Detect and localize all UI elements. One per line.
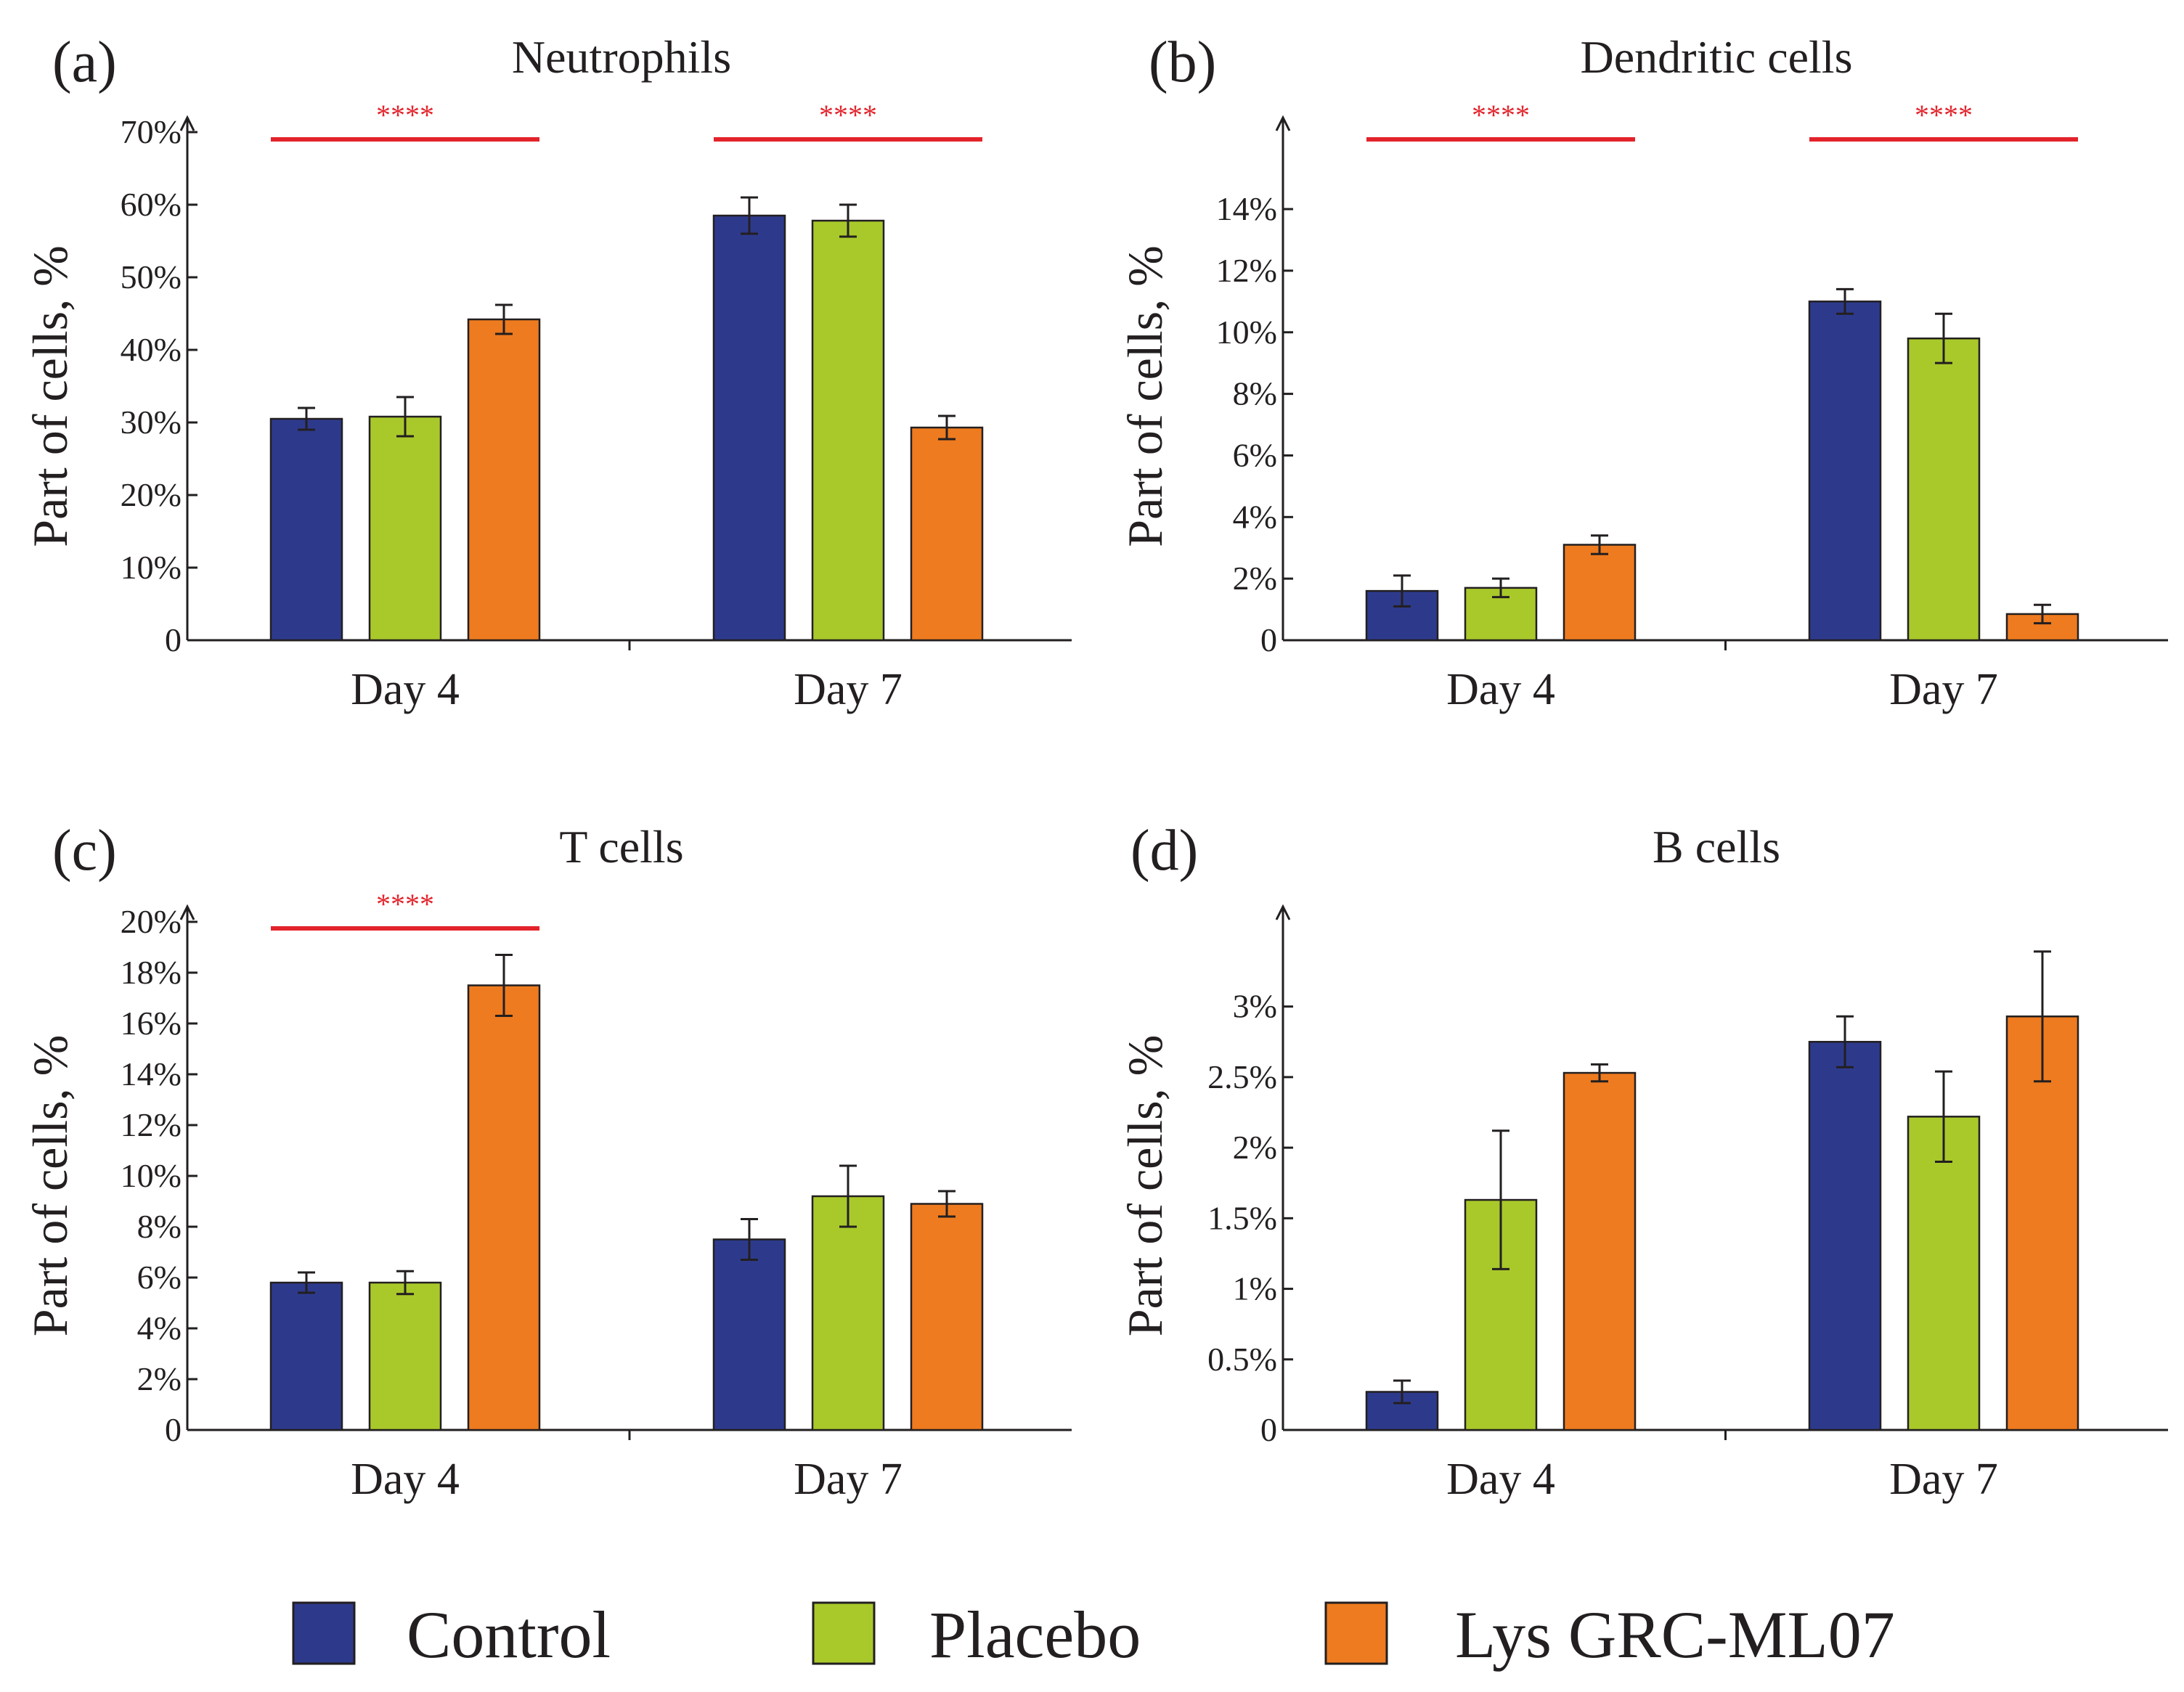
legend-swatch-control — [292, 1601, 356, 1665]
bar-control-day-7 — [712, 214, 786, 642]
x-tick-label: Day 7 — [1889, 665, 1998, 714]
legend-label-control: Control — [407, 1598, 611, 1672]
y-tick-label: 0 — [1260, 621, 1277, 658]
bar-control-day-7 — [1808, 1041, 1882, 1431]
bar-lys-day-4 — [1562, 544, 1637, 642]
y-tick-label: 8% — [1233, 375, 1277, 412]
bar-placebo-day-7 — [1907, 337, 1981, 642]
y-tick-label: 20% — [121, 476, 182, 513]
y-axis-arrow — [179, 904, 195, 920]
panel-label: (a) — [52, 30, 117, 94]
significance-stars: **** — [1472, 99, 1530, 131]
chart-panel-d: (d) B cells Part of cells, % 0 0.5% 1% 1.5% 2% 2… — [1117, 819, 2168, 1504]
y-tick-label: 50% — [121, 258, 182, 295]
chart-panel-c: (c) T cells Part of cells, % 0 2% 4% 6% 8% 10% 12… — [23, 819, 1072, 1504]
y-tick-label: 4% — [1233, 498, 1277, 535]
y-tick-label: 0 — [165, 621, 182, 658]
y-tick-label: 2% — [137, 1360, 182, 1397]
legend-label-placebo: Placebo — [929, 1598, 1141, 1672]
bar-control-day-4 — [269, 417, 343, 642]
bar-lys-day-4 — [1562, 1071, 1637, 1431]
y-tick-label: 14% — [1216, 190, 1277, 227]
bar-placebo-day-4 — [368, 415, 442, 642]
y-tick-label: 3% — [1233, 988, 1277, 1025]
legend-swatch-placebo — [812, 1601, 876, 1665]
bar-lys-day-7 — [910, 1203, 984, 1431]
y-tick-label: 16% — [121, 1005, 182, 1042]
significance-stars: **** — [819, 99, 877, 131]
significance-stars: **** — [376, 99, 434, 131]
x-tick-label: Day 4 — [351, 1455, 460, 1504]
y-tick-label: 12% — [121, 1106, 182, 1143]
bar-control-day-7 — [712, 1238, 786, 1431]
y-tick-label: 10% — [1216, 314, 1277, 351]
y-tick-label: 1.5% — [1207, 1199, 1277, 1236]
chart-panel-b: (b) Dendritic cells Part of cells, % 0 2% 4% 6… — [1117, 30, 2168, 714]
y-tick-label: 18% — [121, 954, 182, 991]
y-axis-label: Part of cells, % — [23, 1035, 78, 1336]
y-tick-label: 4% — [137, 1309, 182, 1346]
y-tick-label: 70% — [121, 113, 182, 150]
panel-label: (d) — [1130, 819, 1198, 883]
y-tick-label: 2% — [1233, 560, 1277, 597]
legend-swatch-lys — [1324, 1601, 1388, 1665]
panel-label: (b) — [1149, 30, 1216, 94]
significance-stars: **** — [376, 888, 434, 920]
bar-control-day-7 — [1808, 301, 1882, 642]
bar-placebo-day-7 — [811, 219, 885, 642]
chart-title: B cells — [1653, 821, 1780, 872]
y-tick-label: 60% — [121, 186, 182, 223]
panel-label: (c) — [52, 819, 117, 883]
chart-title: Dendritic cells — [1581, 31, 1853, 83]
chart-title: Neutrophils — [512, 31, 731, 83]
bar-lys-day-7 — [910, 426, 984, 642]
y-tick-label: 0.5% — [1207, 1341, 1277, 1378]
y-axis-arrow — [179, 115, 195, 131]
chart-title: T cells — [559, 821, 683, 872]
y-axis-arrow — [1275, 115, 1291, 131]
y-tick-label: 2.5% — [1207, 1058, 1277, 1095]
y-tick-label: 2% — [1233, 1129, 1277, 1166]
y-tick-label: 10% — [121, 1157, 182, 1194]
y-axis-arrow — [1275, 904, 1291, 920]
x-tick-label: Day 4 — [1446, 665, 1555, 714]
y-axis-label: Part of cells, % — [1117, 1035, 1173, 1336]
bar-lys-day-4 — [467, 318, 541, 642]
y-tick-label: 12% — [1216, 252, 1277, 289]
y-tick-label: 30% — [121, 404, 182, 441]
y-axis-label: Part of cells, % — [1117, 245, 1173, 547]
y-tick-label: 1% — [1233, 1270, 1277, 1307]
y-tick-label: 6% — [1233, 436, 1277, 473]
y-tick-label: 14% — [121, 1055, 182, 1092]
x-tick-label: Day 4 — [351, 665, 460, 714]
bar-control-day-4 — [269, 1281, 343, 1431]
significance-stars: **** — [1915, 99, 1973, 131]
bar-lys-day-4 — [467, 984, 541, 1431]
x-tick-label: Day 7 — [794, 665, 902, 714]
legend-label-lys: Lys GRC-ML07 — [1455, 1598, 1895, 1672]
x-tick-label: Day 7 — [794, 1455, 902, 1504]
y-tick-label: 8% — [137, 1208, 182, 1245]
y-tick-label: 0 — [165, 1411, 182, 1448]
chart-panel-a: (a) Neutrophils Part of cells, % 0 10% 20% 30%… — [23, 30, 1072, 714]
y-tick-label: 40% — [121, 331, 182, 368]
y-tick-label: 6% — [137, 1259, 182, 1296]
x-tick-label: Day 7 — [1889, 1455, 1998, 1504]
y-tick-label: 20% — [121, 903, 182, 940]
y-tick-label: 10% — [121, 549, 182, 586]
bar-placebo-day-4 — [368, 1281, 442, 1431]
legend: Control Placebo Lys GRC-ML07 — [292, 1598, 1895, 1672]
y-axis-label: Part of cells, % — [23, 245, 78, 547]
bar-placebo-day-7 — [811, 1195, 885, 1431]
y-tick-label: 0 — [1260, 1411, 1277, 1448]
x-tick-label: Day 4 — [1446, 1455, 1555, 1504]
bar-placebo-day-7 — [1907, 1116, 1981, 1431]
